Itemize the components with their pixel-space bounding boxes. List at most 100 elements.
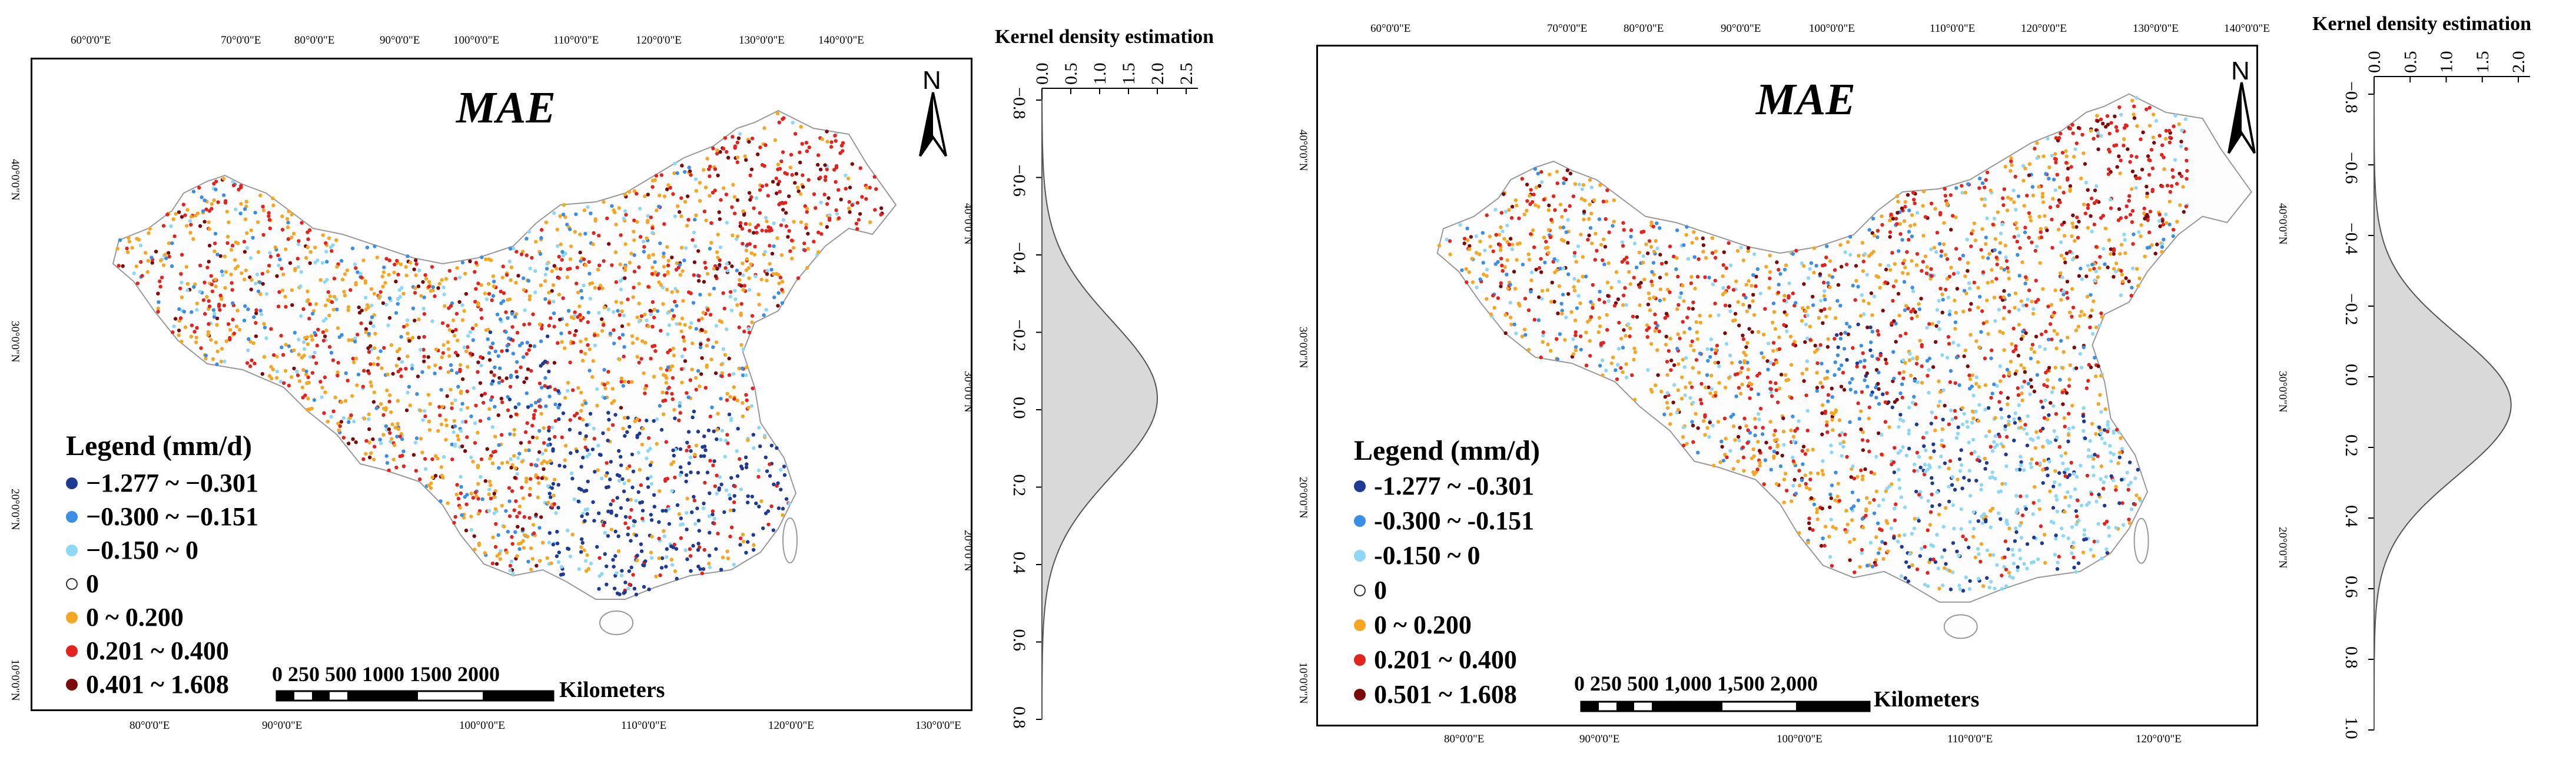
station-point	[426, 393, 431, 397]
station-point	[269, 327, 273, 331]
station-point	[2070, 221, 2074, 225]
station-point	[1716, 420, 1721, 424]
station-point	[1482, 273, 1486, 277]
station-point	[683, 359, 688, 363]
station-point	[1790, 396, 1794, 400]
station-point	[2112, 267, 2116, 271]
station-point	[2092, 539, 2096, 544]
station-point	[708, 174, 712, 178]
station-point	[2182, 210, 2186, 214]
station-point	[1691, 423, 1695, 427]
station-point	[297, 337, 301, 341]
station-point	[2071, 545, 2075, 549]
station-point	[1664, 272, 1669, 276]
station-point	[1983, 383, 1988, 387]
station-point	[1856, 401, 1860, 406]
station-point	[1837, 499, 1841, 503]
station-point	[421, 307, 426, 311]
station-point	[1731, 413, 1735, 417]
station-point	[554, 266, 559, 271]
station-point	[1881, 497, 1885, 502]
station-point	[630, 334, 635, 338]
station-point	[2056, 227, 2061, 232]
station-point	[243, 217, 248, 221]
station-point	[2112, 252, 2116, 256]
station-point	[2100, 436, 2104, 441]
station-point	[591, 359, 595, 363]
station-point	[1972, 221, 1976, 225]
station-point	[1854, 390, 1858, 394]
station-point	[635, 553, 639, 557]
station-point	[1604, 369, 1608, 373]
station-point	[645, 220, 650, 224]
station-point	[1539, 257, 1543, 261]
station-point	[1678, 336, 1682, 341]
station-point	[1908, 552, 1912, 556]
station-point	[1515, 258, 1519, 262]
station-point	[2059, 271, 2063, 276]
station-point	[2096, 131, 2100, 135]
station-point	[1448, 239, 1452, 243]
station-point	[724, 488, 729, 492]
station-point	[718, 217, 722, 221]
station-point	[612, 341, 616, 346]
station-point	[373, 331, 377, 336]
station-point	[261, 282, 265, 286]
station-point	[1867, 416, 1871, 421]
station-point	[582, 548, 586, 552]
station-point	[1956, 477, 1960, 482]
kde-y-tick-label: 0.8	[1010, 706, 1029, 729]
station-point	[816, 162, 820, 167]
station-point	[2041, 200, 2046, 204]
station-point	[2089, 128, 2093, 133]
station-point	[1485, 213, 1489, 217]
station-point	[573, 310, 577, 314]
station-point	[1993, 319, 1997, 323]
station-point	[632, 238, 636, 243]
station-point	[160, 276, 164, 280]
station-point	[1563, 338, 1567, 342]
station-point	[1963, 274, 1967, 278]
station-point	[213, 231, 218, 236]
station-point	[1953, 409, 1957, 413]
station-point	[1940, 427, 1944, 432]
station-point	[2067, 411, 2071, 416]
station-point	[1744, 353, 1748, 357]
station-point	[1995, 563, 1999, 567]
station-point	[1734, 394, 1738, 399]
station-point	[752, 446, 756, 450]
station-point	[1941, 525, 1946, 529]
station-point	[1510, 204, 1515, 209]
station-point	[1655, 323, 1659, 328]
station-point	[746, 243, 750, 247]
station-point	[2072, 155, 2076, 159]
station-point	[489, 370, 493, 374]
station-point	[1910, 286, 1914, 290]
station-point	[536, 476, 540, 480]
station-point	[426, 355, 430, 359]
station-point	[537, 450, 542, 454]
station-point	[2059, 298, 2063, 302]
station-point	[540, 326, 544, 331]
station-point	[1736, 459, 1740, 463]
station-point	[293, 267, 297, 271]
station-point	[1895, 194, 1900, 198]
station-point	[1564, 316, 1568, 320]
station-point	[1664, 260, 1668, 265]
station-point	[1956, 432, 1960, 436]
station-point	[1877, 387, 1881, 391]
station-point	[739, 302, 743, 306]
station-point	[491, 535, 495, 539]
station-point	[683, 347, 687, 351]
station-point	[2066, 490, 2070, 494]
china-map	[112, 109, 897, 635]
station-point	[1910, 532, 1914, 536]
station-point	[1532, 245, 1536, 250]
station-point	[764, 308, 768, 312]
station-point	[602, 306, 606, 310]
station-point	[487, 479, 492, 483]
station-point	[1508, 283, 1512, 287]
station-point	[610, 423, 615, 427]
station-point	[505, 349, 509, 353]
station-point	[1478, 252, 1482, 257]
